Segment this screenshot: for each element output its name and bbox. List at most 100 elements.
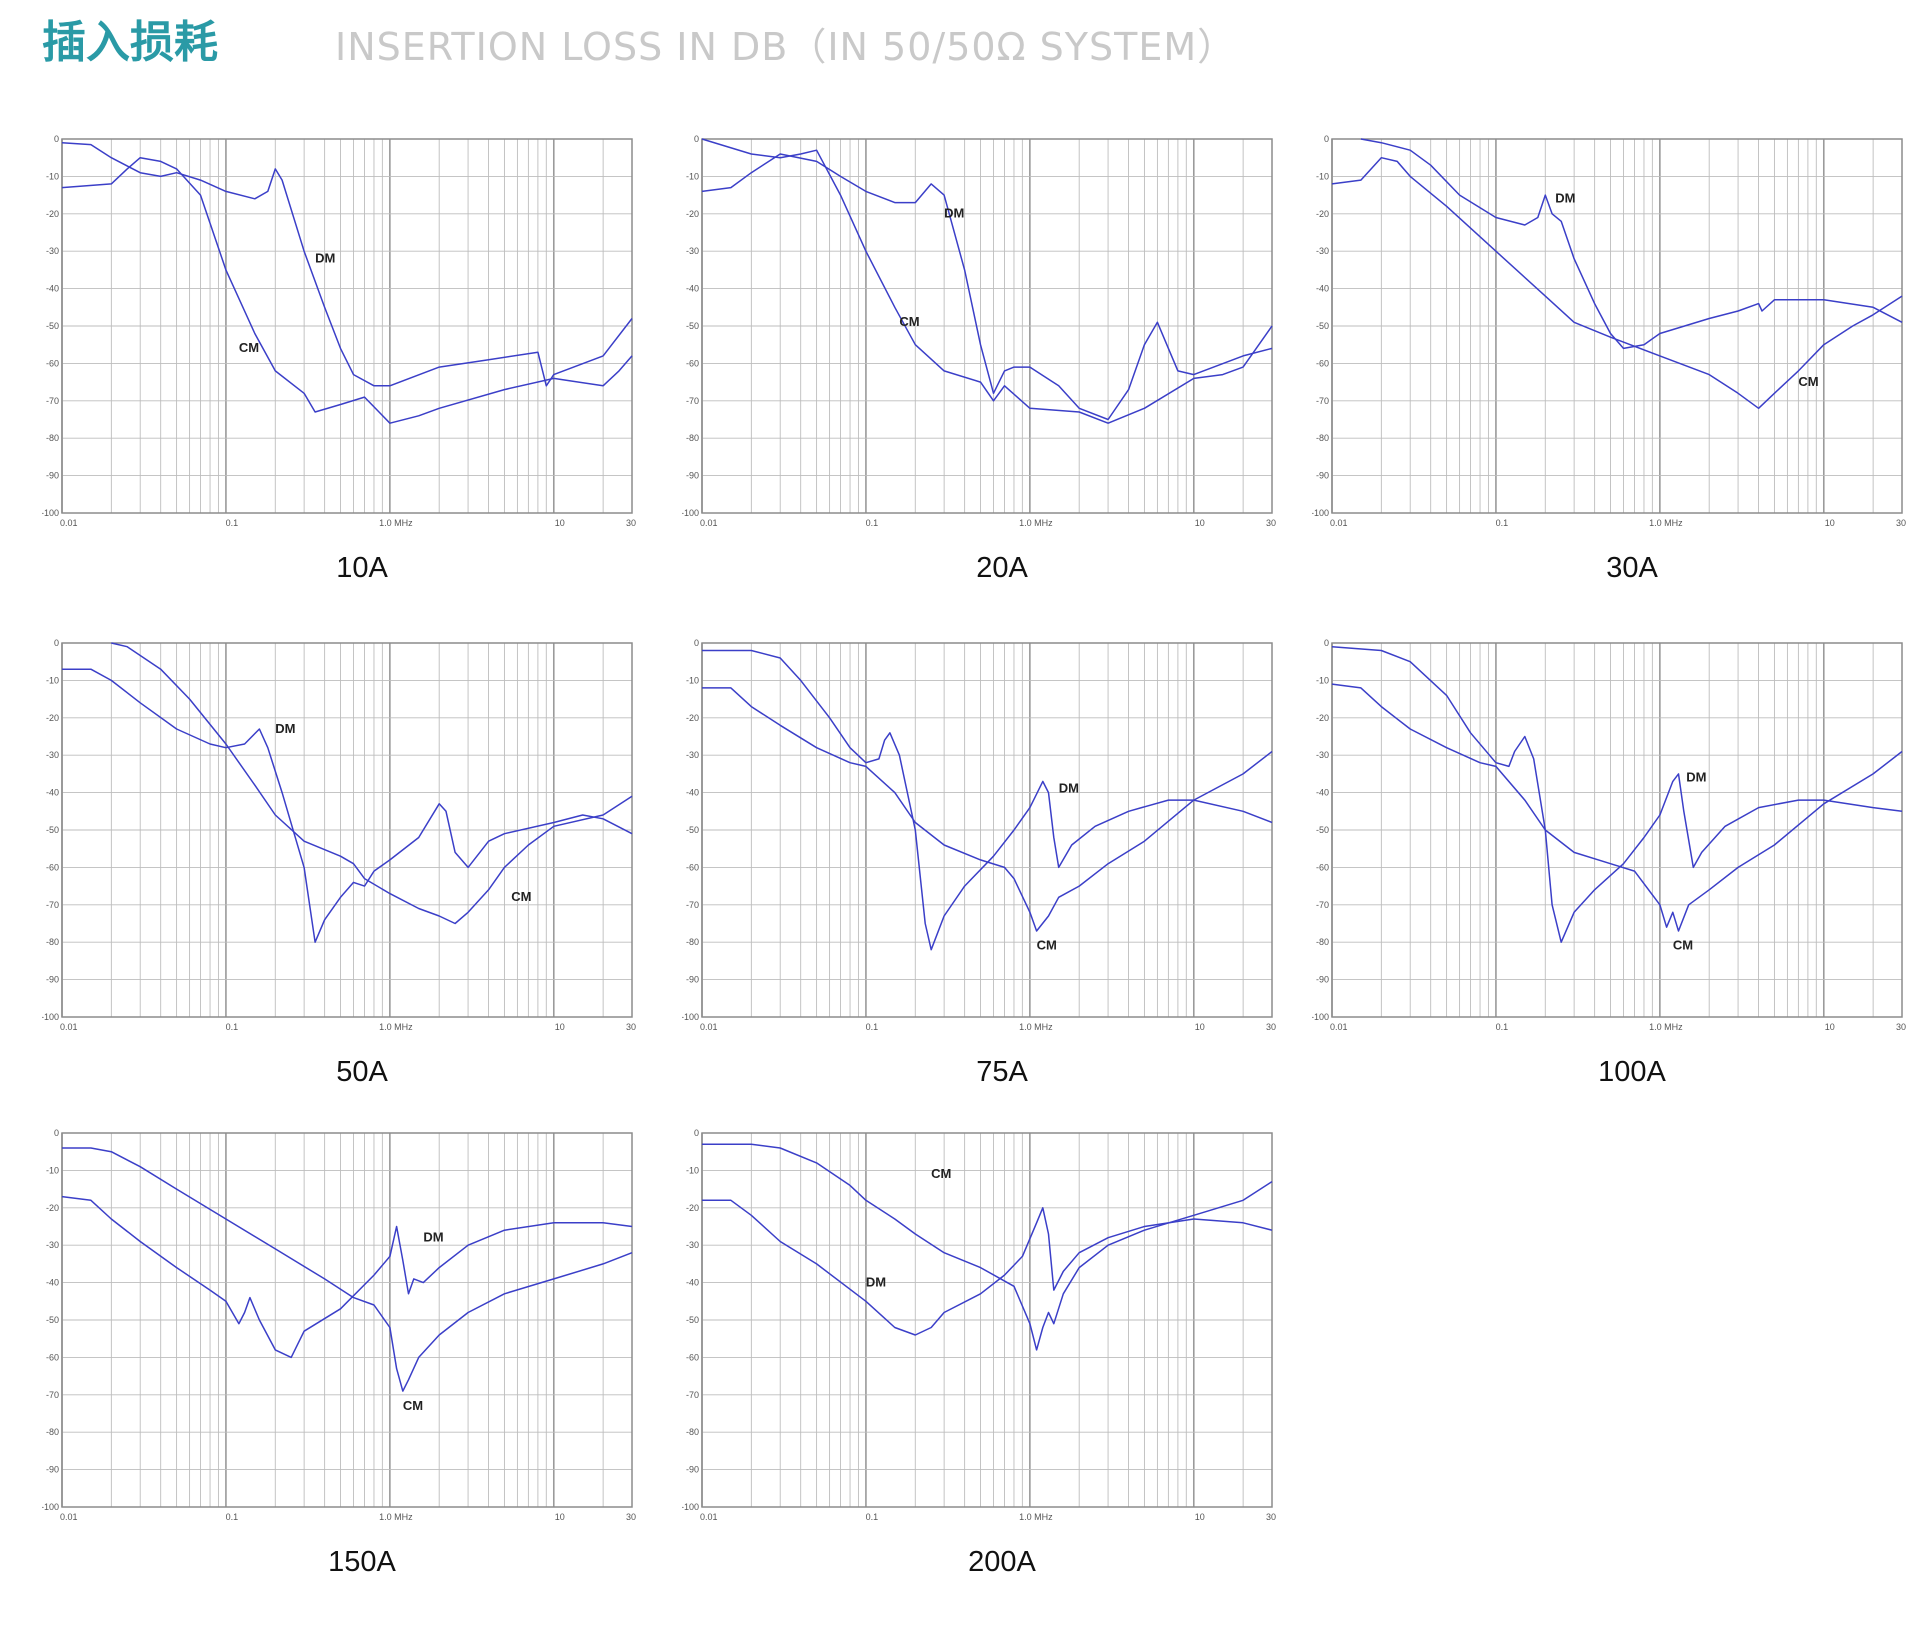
grid: [61, 138, 633, 514]
y-tick-label: 0: [54, 1128, 59, 1138]
x-tick-label: 0.01: [700, 1512, 718, 1522]
x-tick-label: 1.0 MHz: [1649, 518, 1683, 528]
grid: [701, 1132, 1273, 1508]
series-line-cm: [1331, 683, 1903, 932]
x-tick-label: 30: [1266, 1022, 1276, 1032]
y-tick-label: -80: [686, 433, 699, 443]
chart-caption: 20A: [976, 552, 1028, 584]
y-tick-label: -80: [46, 1427, 59, 1437]
y-tick-label: -100: [42, 1012, 59, 1022]
y-tick-label: -40: [46, 284, 59, 294]
y-tick-label: -50: [686, 825, 699, 835]
series-annotation: DM: [866, 1274, 886, 1289]
series-line-cm: [702, 687, 1273, 932]
grid: [701, 642, 1273, 1018]
x-tick-label: 1.0 MHz: [1649, 1022, 1683, 1032]
y-tick-label: 0: [694, 134, 699, 144]
y-tick-label: -60: [686, 358, 699, 368]
y-tick-label: 0: [54, 134, 59, 144]
x-tick-label: 30: [626, 518, 636, 528]
chart-caption: 10A: [336, 552, 388, 584]
series-annotation: DM: [423, 1229, 443, 1244]
y-tick-label: -70: [1316, 900, 1329, 910]
y-tick-label: -20: [46, 1203, 59, 1213]
y-tick-label: -100: [42, 508, 59, 518]
series-line-dm: [1360, 138, 1903, 350]
series-annotation: CM: [403, 1398, 423, 1413]
chart-panel: 0 -10 -20 -30 -40 -50 -60 -70 -80 -90 -100 0.01 0.1 1…: [42, 636, 682, 1106]
y-tick-label: -90: [46, 471, 59, 481]
x-tick-label: 1.0 MHz: [379, 1512, 413, 1522]
y-tick-label: -30: [1316, 246, 1329, 256]
chart-panel: 0 -10 -20 -30 -40 -50 -60 -70 -80 -90 -100 0.01 0.1 1…: [42, 132, 682, 602]
y-tick-label: -40: [1316, 284, 1329, 294]
y-tick-label: -100: [42, 1502, 59, 1512]
x-tick-label: 30: [626, 1022, 636, 1032]
series-line-cm: [61, 156, 633, 424]
x-tick-label: 0.1: [226, 518, 239, 528]
y-tick-label: -90: [686, 471, 699, 481]
y-tick-label: -50: [1316, 825, 1329, 835]
x-tick-label: 1.0 MHz: [1019, 1512, 1053, 1522]
y-tick-label: -60: [1316, 358, 1329, 368]
y-tick-label: -50: [46, 825, 59, 835]
x-tick-label: 0.1: [1496, 1022, 1509, 1032]
y-tick-label: -60: [46, 358, 59, 368]
y-tick-label: -50: [1316, 321, 1329, 331]
x-tick-label: 10: [1825, 1022, 1835, 1032]
y-tick-label: -80: [1316, 937, 1329, 947]
grid: [701, 138, 1273, 514]
y-tick-label: -100: [682, 1012, 699, 1022]
y-tick-label: -20: [1316, 713, 1329, 723]
y-tick-label: -90: [1316, 471, 1329, 481]
y-tick-label: -20: [686, 713, 699, 723]
y-tick-label: -70: [1316, 396, 1329, 406]
page-subtitle: INSERTION LOSS IN DB（IN 50/50Ω SYSTEM）: [335, 25, 1237, 69]
x-tick-label: 1.0 MHz: [379, 518, 413, 528]
y-tick-label: -10: [1316, 675, 1329, 685]
series-line-dm: [62, 668, 633, 943]
y-tick-label: -70: [46, 396, 59, 406]
series-annotation: DM: [1686, 769, 1706, 784]
y-tick-label: -70: [46, 900, 59, 910]
series-line-dm: [702, 1199, 1273, 1336]
series-annotation: CM: [931, 1166, 951, 1181]
y-tick-label: -40: [686, 284, 699, 294]
series-line-cm: [702, 1143, 1273, 1351]
series-annotation: CM: [239, 340, 259, 355]
x-tick-label: 10: [555, 518, 565, 528]
y-tick-label: -20: [46, 713, 59, 723]
page-title: 插入损耗: [42, 17, 218, 68]
y-tick-label: -60: [1316, 862, 1329, 872]
series-line-dm: [61, 141, 633, 387]
y-tick-label: -30: [1316, 750, 1329, 760]
x-tick-label: 1.0 MHz: [379, 1022, 413, 1032]
y-tick-label: -80: [686, 1427, 699, 1437]
series-annotation: CM: [1037, 938, 1057, 953]
y-tick-label: -100: [682, 508, 699, 518]
y-tick-label: -80: [1316, 433, 1329, 443]
y-tick-label: -90: [46, 1465, 59, 1475]
y-tick-label: -30: [46, 750, 59, 760]
chart-caption: 75A: [976, 1056, 1028, 1088]
y-tick-label: -90: [46, 975, 59, 985]
y-tick-label: -50: [46, 1315, 59, 1325]
y-tick-label: -80: [46, 433, 59, 443]
x-tick-label: 1.0 MHz: [1019, 518, 1053, 528]
x-tick-label: 0.1: [226, 1512, 239, 1522]
chart-caption: 200A: [968, 1546, 1036, 1578]
grid: [61, 1132, 633, 1508]
grid: [61, 642, 633, 1018]
y-tick-label: -10: [686, 171, 699, 181]
x-tick-label: 30: [1266, 518, 1276, 528]
x-tick-label: 0.1: [866, 1022, 879, 1032]
x-tick-label: 30: [1266, 1512, 1276, 1522]
series-line-cm: [111, 642, 633, 925]
y-tick-label: -60: [686, 1352, 699, 1362]
x-tick-label: 0.1: [226, 1022, 239, 1032]
y-tick-label: -60: [686, 862, 699, 872]
